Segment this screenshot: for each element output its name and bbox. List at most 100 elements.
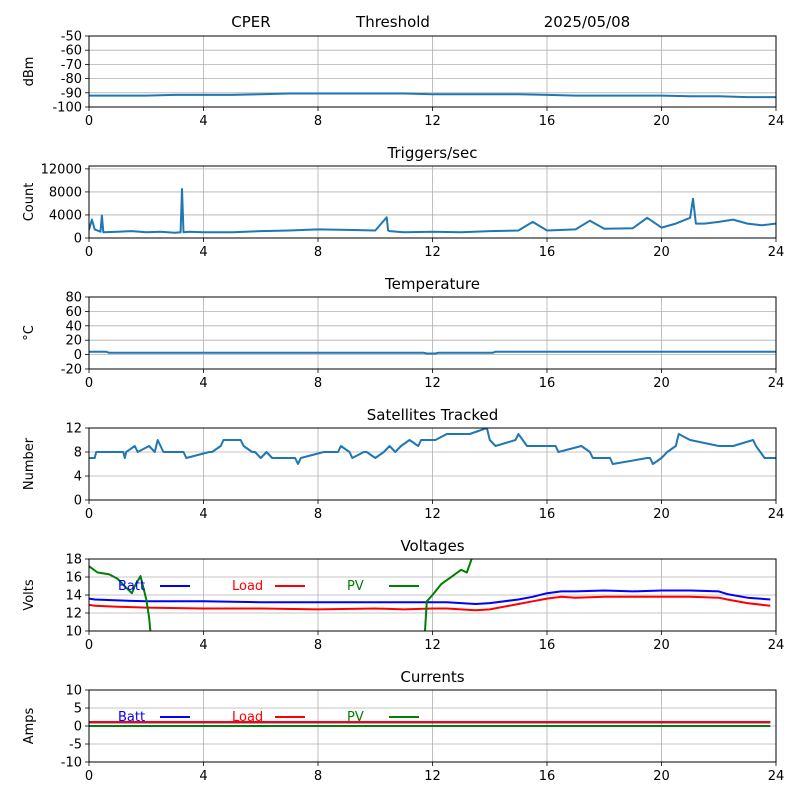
y-tick-label: 20	[65, 334, 82, 349]
y-tick-label: 10	[65, 625, 82, 640]
x-tick-label: 16	[539, 769, 556, 784]
y-tick-label: 8	[74, 446, 82, 461]
legend-label-batt: Batt	[118, 579, 145, 594]
y-tick-label: 12	[65, 607, 82, 622]
series-line	[89, 350, 776, 355]
x-tick-label: 4	[199, 769, 207, 784]
y-tick-label: -20	[61, 363, 82, 378]
x-tick-label: 4	[199, 114, 207, 129]
plot-frame	[88, 35, 777, 108]
y-axis-label: °C	[22, 325, 37, 341]
x-tick-label: 24	[768, 114, 785, 129]
header-mode: Threshold	[355, 13, 430, 31]
y-tick-label: -60	[61, 44, 82, 59]
header-site: CPER	[231, 13, 270, 31]
chart-panel-satellites: 0 4 8 12 16 20 24 0 4 8 12 Satellites Tracked Number	[22, 406, 784, 522]
x-tick-label: 24	[768, 376, 785, 391]
x-tick-label: 8	[314, 114, 322, 129]
x-tick-label: 16	[539, 245, 556, 260]
series-line-load	[89, 595, 771, 612]
plot-frame	[88, 558, 777, 632]
x-tick-label: 12	[424, 638, 441, 653]
x-tick-label: 12	[424, 245, 441, 260]
y-tick-label: 80	[65, 291, 82, 306]
chart-title: Triggers/sec	[387, 144, 478, 162]
y-tick-label: 0	[74, 348, 82, 363]
x-tick-label: 0	[85, 114, 93, 129]
y-tick-label: 18	[65, 553, 82, 568]
x-tick-label: 0	[85, 376, 93, 391]
y-tick-label: -100	[52, 101, 82, 116]
y-tick-label: 4	[74, 470, 82, 485]
series-line	[89, 188, 776, 234]
x-tick-label: 0	[85, 769, 93, 784]
chart-title: Temperature	[384, 275, 480, 293]
legend-label-pv: PV	[347, 710, 364, 725]
x-tick-label: 16	[539, 114, 556, 129]
y-tick-label: 10	[65, 684, 82, 699]
y-tick-label: 40	[65, 319, 82, 334]
y-tick-label: 0	[74, 494, 82, 509]
x-tick-label: 8	[314, 245, 322, 260]
x-tick-label: 16	[539, 507, 556, 522]
x-tick-label: 20	[653, 769, 670, 784]
x-tick-label: 8	[314, 376, 322, 391]
legend-label-batt: Batt	[118, 710, 145, 725]
x-tick-label: 16	[539, 376, 556, 391]
x-tick-label: 24	[768, 245, 785, 260]
x-tick-label: 4	[199, 245, 207, 260]
chart-panel-currents: 0 4 8 12 16 20 24 -10 -5 0 5 10 Currents Amps Batt Load…	[22, 668, 784, 784]
x-tick-label: 12	[424, 769, 441, 784]
x-tick-label: 12	[424, 114, 441, 129]
y-tick-label: 16	[65, 571, 82, 586]
y-axis-label: Count	[22, 183, 37, 222]
chart-title: Currents	[400, 668, 464, 686]
y-tick-label: -5	[69, 738, 82, 753]
y-tick-label: -90	[61, 86, 82, 101]
y-tick-label: 0	[74, 232, 82, 247]
chart-title: Voltages	[400, 537, 464, 555]
x-tick-label: 20	[653, 376, 670, 391]
x-tick-label: 12	[424, 376, 441, 391]
x-tick-label: 8	[314, 638, 322, 653]
x-tick-label: 24	[768, 638, 785, 653]
chart-panel-voltages: 0 4 8 12 16 20 24 10 12 14 16 18 Voltages Volts Batt Lo…	[22, 537, 784, 653]
x-tick-label: 4	[199, 507, 207, 522]
plot-frame	[88, 427, 777, 501]
plot-frame	[88, 296, 777, 370]
y-tick-label: 8000	[49, 185, 82, 200]
y-axis-label: Volts	[22, 579, 37, 611]
legend-label-pv: PV	[347, 579, 364, 594]
x-tick-label: 0	[85, 245, 93, 260]
legend-label-load: Load	[232, 710, 263, 725]
x-tick-label: 8	[314, 507, 322, 522]
legend-label-load: Load	[232, 579, 263, 594]
x-tick-label: 8	[314, 769, 322, 784]
chart-title: Satellites Tracked	[367, 406, 498, 424]
x-tick-label: 0	[85, 638, 93, 653]
chart-panel-triggers: 0 4 8 12 16 20 24 0 4000 8000 12000 Triggers/sec Cou…	[22, 144, 784, 260]
y-tick-label: 60	[65, 305, 82, 320]
y-tick-label: -10	[61, 756, 82, 771]
y-axis-label: dBm	[22, 57, 37, 87]
x-tick-label: 20	[653, 638, 670, 653]
y-tick-label: -50	[61, 30, 82, 45]
y-tick-label: 5	[74, 702, 82, 717]
x-tick-label: 24	[768, 769, 785, 784]
y-tick-label: 12000	[41, 162, 82, 177]
x-tick-label: 16	[539, 638, 556, 653]
y-tick-label: 0	[74, 720, 82, 735]
x-tick-label: 20	[653, 507, 670, 522]
series-line	[89, 92, 776, 99]
y-tick-label: 14	[65, 589, 82, 604]
series-line	[89, 428, 776, 465]
x-tick-label: 20	[653, 245, 670, 260]
plot-frame	[88, 689, 777, 763]
series-line-pv	[89, 559, 473, 631]
y-axis-label: Number	[22, 437, 37, 490]
x-tick-label: 12	[424, 507, 441, 522]
y-tick-label: 4000	[49, 208, 82, 223]
series-line-batt	[89, 589, 771, 605]
